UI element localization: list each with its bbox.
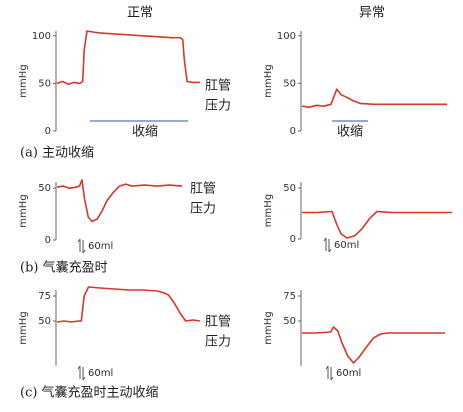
inflate-arrow xyxy=(77,238,86,254)
y-tick-label: 75 xyxy=(38,291,51,302)
panel-caption: (b) 气囊充盈时 xyxy=(20,260,108,276)
annotation: 压力 xyxy=(205,335,231,350)
inflate-arrow xyxy=(325,365,334,381)
y-axis-label: mmHg xyxy=(18,64,29,97)
y-tick-label: 50 xyxy=(38,183,51,194)
contraction-label: 收缩 xyxy=(337,124,363,140)
y-tick-label: 50 xyxy=(38,316,51,327)
annotation: 肛管 xyxy=(205,315,231,330)
annotation: 压力 xyxy=(190,202,216,217)
volume-label: 60ml xyxy=(336,368,361,379)
y-tick-label: 0 xyxy=(45,126,51,137)
y-tick-label: 75 xyxy=(283,291,296,302)
y-axis-label: mmHg xyxy=(18,194,29,227)
y-axis-label: mmHg xyxy=(263,64,274,97)
pressure-line xyxy=(56,286,201,323)
y-tick-label: 0 xyxy=(290,126,296,137)
contraction-label: 收缩 xyxy=(132,124,158,140)
inflate-arrow xyxy=(323,237,332,253)
column-header: 异常 xyxy=(359,6,385,21)
y-tick-label: 100 xyxy=(32,31,51,42)
y-tick-label: 0 xyxy=(45,235,51,246)
annotation: 肛管 xyxy=(205,79,231,94)
y-tick-label: 50 xyxy=(38,78,51,89)
y-tick-label: 0 xyxy=(290,234,296,245)
panel-caption: (a) 主动收缩 xyxy=(20,145,94,161)
annotation: 肛管 xyxy=(190,182,216,197)
volume-label: 60ml xyxy=(334,240,359,251)
pressure-line xyxy=(301,88,447,108)
pressure-line xyxy=(56,30,200,86)
y-tick-label: 50 xyxy=(283,78,296,89)
pressure-line xyxy=(302,210,452,239)
y-axis-label: mmHg xyxy=(263,311,274,344)
y-axis-label: mmHg xyxy=(263,194,274,227)
column-header: 正常 xyxy=(127,6,153,21)
y-tick-label: 100 xyxy=(277,31,296,42)
panel-caption: (c) 气囊充盈时主动收缩 xyxy=(20,385,159,401)
volume-label: 60ml xyxy=(88,368,113,379)
inflate-arrow xyxy=(77,365,86,381)
y-tick-label: 50 xyxy=(283,183,296,194)
y-tick-label: 50 xyxy=(283,316,296,327)
pressure-line xyxy=(56,179,183,223)
pressure-line xyxy=(302,326,445,364)
volume-label: 60ml xyxy=(88,241,113,252)
y-axis-label: mmHg xyxy=(18,311,29,344)
annotation: 压力 xyxy=(205,99,231,114)
